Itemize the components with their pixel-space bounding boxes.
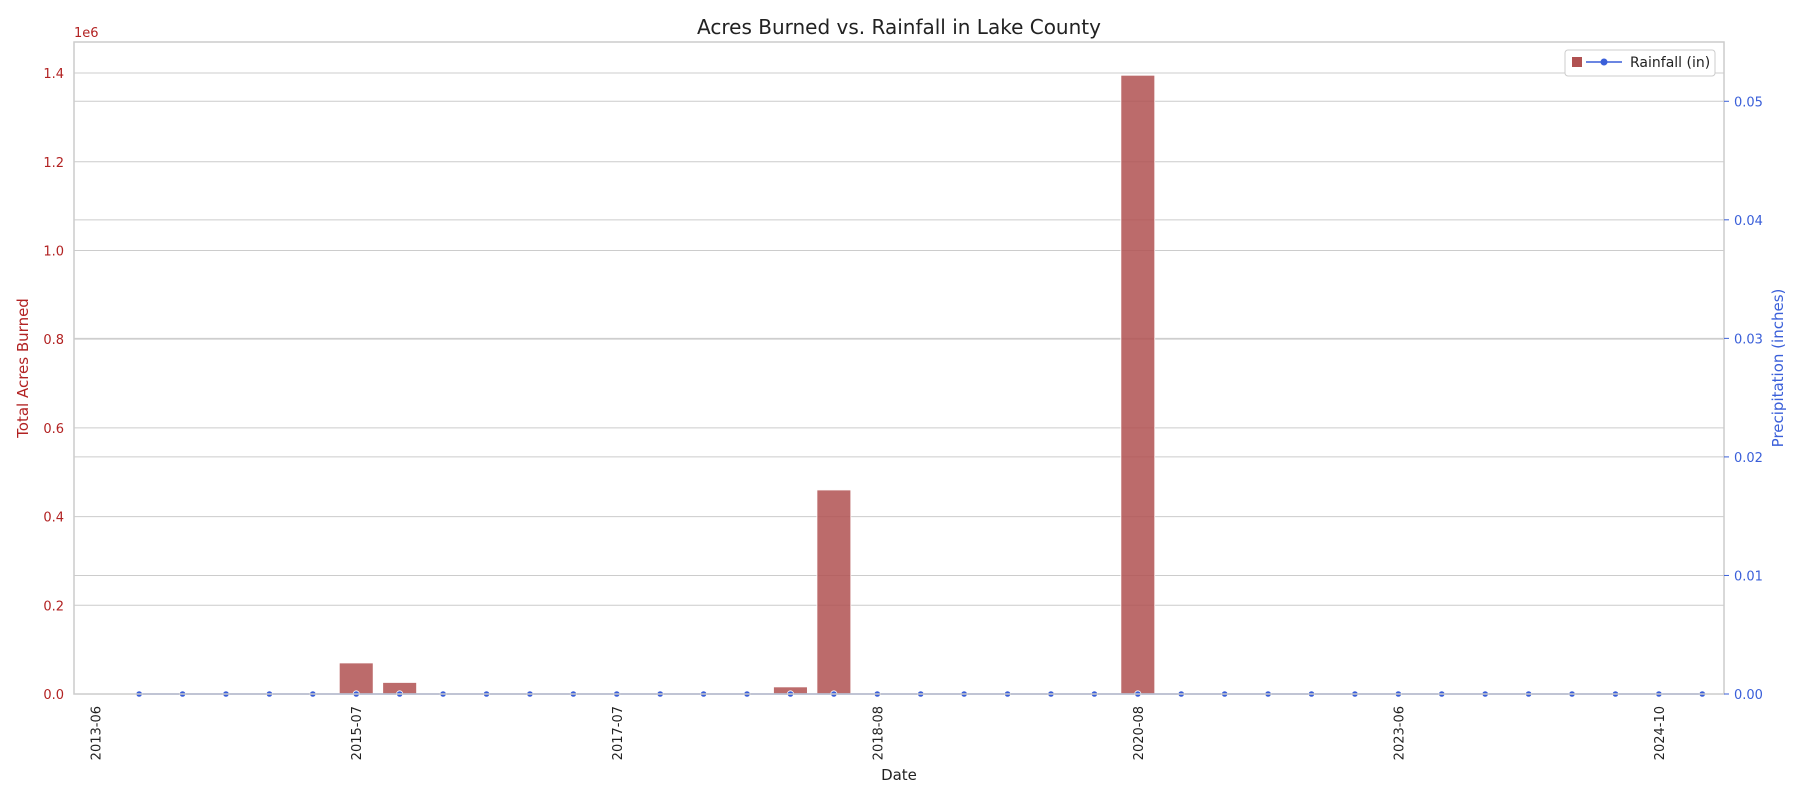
left-axis-scale-label: 1e6 — [74, 26, 99, 41]
legend-rainfall-marker — [1600, 58, 1608, 66]
legend-box — [1564, 49, 1716, 77]
right-tick-label: 0.01 — [1734, 569, 1763, 584]
left-tick-label: 0.2 — [43, 599, 64, 614]
x-tick-label: 2013-06 — [90, 706, 105, 760]
left-tick-label: 1.2 — [43, 156, 64, 171]
x-tick-label: 2018-08 — [871, 706, 886, 760]
chart-title: Acres Burned vs. Rainfall in Lake County — [697, 15, 1101, 39]
x-tick-label: 2017-07 — [611, 706, 626, 760]
right-axis-ticks: 0.00 0.01 0.02 0.03 0.04 0.05 — [1724, 95, 1763, 703]
x-tick-label: 2015-07 — [350, 706, 365, 760]
right-tick-label: 0.05 — [1734, 95, 1763, 110]
left-tick-label: 0.4 — [43, 511, 64, 526]
right-tick-label: 0.04 — [1734, 214, 1763, 229]
x-tick-label: 2024-10 — [1653, 706, 1668, 760]
left-axis-ticks: 0.0 0.2 0.4 0.6 0.8 1.0 1.2 1.4 — [43, 67, 64, 703]
bars — [295, 74, 1590, 695]
right-tick-label: 0.02 — [1734, 451, 1763, 466]
plot-frame — [73, 41, 1725, 695]
left-tick-label: 1.0 — [43, 244, 64, 259]
right-tick-label: 0.00 — [1734, 688, 1763, 703]
legend-rainfall-label: Rainfall (in) — [1630, 55, 1710, 71]
x-tick-label: 2020-08 — [1132, 706, 1147, 760]
left-axis-label: Total Acres Burned — [14, 298, 32, 439]
right-tick-label: 0.03 — [1734, 332, 1763, 347]
bar — [816, 489, 852, 695]
left-tick-label: 1.4 — [43, 67, 64, 82]
bar — [1120, 74, 1156, 695]
left-tick-label: 0.8 — [43, 333, 64, 348]
bar — [338, 662, 374, 695]
x-tick-label: 2023-06 — [1392, 706, 1407, 760]
x-axis-ticks: 2013-06 2015-07 2017-07 2018-08 2020-08 2023-… — [90, 706, 1668, 760]
legend: Rainfall (in) — [1564, 49, 1716, 77]
grid-lines — [74, 72, 1724, 695]
left-tick-label: 0.6 — [43, 422, 64, 437]
x-axis-label: Date — [881, 766, 917, 784]
legend-bar-swatch — [1572, 57, 1582, 67]
left-tick-label: 0.0 — [43, 688, 64, 703]
right-axis-label: Precipitation (inches) — [1769, 289, 1787, 448]
